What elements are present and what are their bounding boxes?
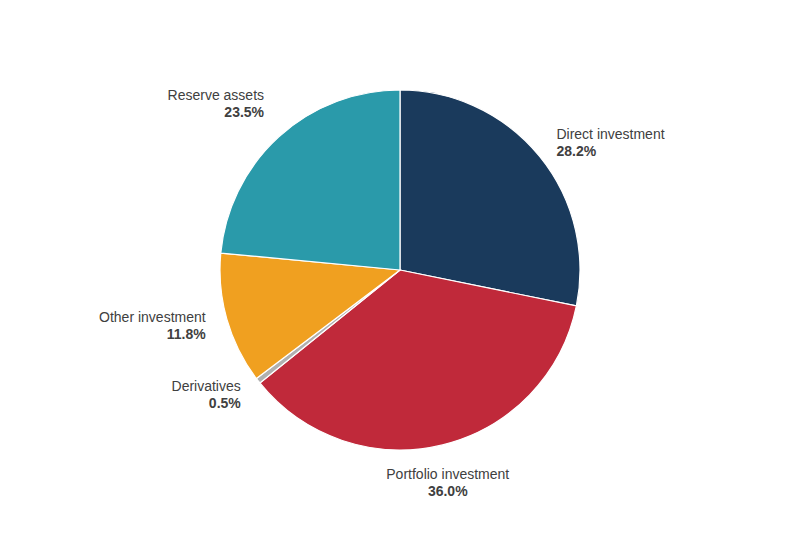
slice-category: Other investment: [99, 309, 206, 325]
slices: [220, 90, 580, 450]
slice-value: 0.5%: [209, 395, 241, 411]
slice-value: 23.5%: [224, 104, 264, 120]
slice-category: Direct investment: [556, 126, 664, 142]
labels: Direct investment28.2% Portfolio investme…: [99, 87, 665, 500]
slice-label: Reserve assets23.5%: [168, 87, 265, 120]
slice-category: Derivatives: [172, 378, 241, 394]
slice-category: Portfolio investment: [386, 466, 509, 482]
pie-slice: [400, 90, 580, 306]
slice-value: 28.2%: [556, 143, 596, 159]
slice-value: 36.0%: [428, 483, 468, 499]
pie-slice: [221, 90, 400, 270]
slice-label: Derivatives0.5%: [172, 378, 242, 411]
slice-label: Direct investment28.2%: [556, 126, 664, 159]
slice-value: 11.8%: [167, 326, 206, 342]
slice-category: Reserve assets: [168, 87, 264, 103]
slice-label: Other investment11.8%: [99, 309, 206, 342]
chart-container: Direct investment28.2% Portfolio investme…: [0, 0, 800, 550]
chart-svg: Direct investment28.2% Portfolio investme…: [0, 0, 800, 550]
pie-slice: [220, 253, 400, 378]
slice-label: Portfolio investment36.0%: [386, 466, 509, 499]
